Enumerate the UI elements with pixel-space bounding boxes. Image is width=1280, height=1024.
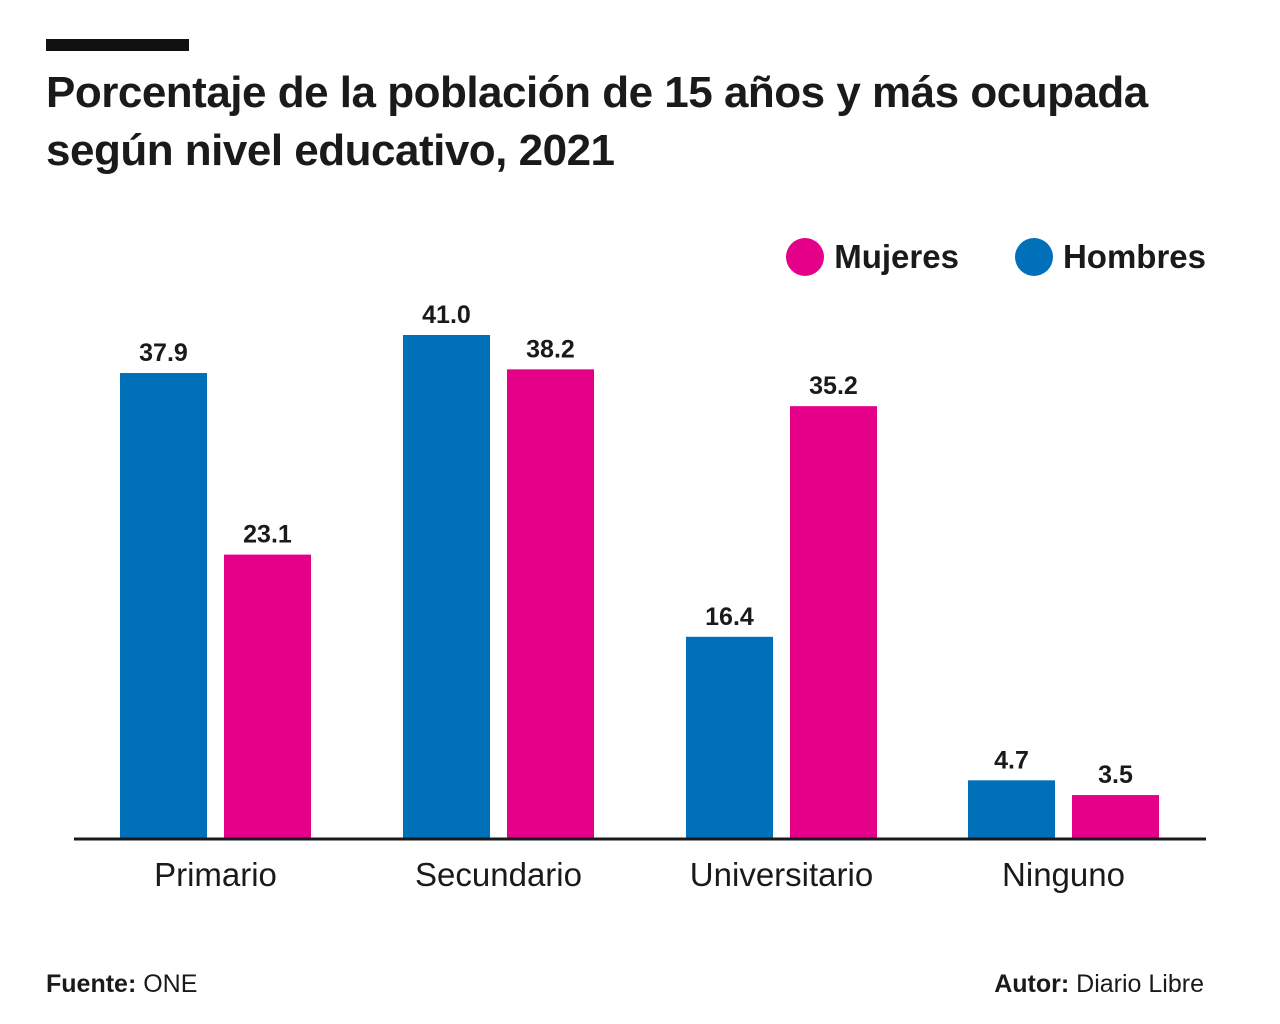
footer-source: Fuente: ONE (46, 970, 197, 999)
bar-hombres-universitario (686, 636, 773, 838)
bar-hombres-secundario (403, 335, 490, 838)
category-label-ninguno: Ninguno (1002, 856, 1125, 893)
category-label-primario: Primario (154, 856, 277, 893)
legend-item-mujeres: Mujeres (786, 238, 959, 276)
footer-author: Autor: Diario Libre (994, 970, 1204, 999)
source-value: ONE (143, 970, 198, 998)
value-label-mujeres-ninguno: 3.5 (1098, 761, 1133, 789)
author-label: Autor: (994, 970, 1070, 998)
legend: Mujeres Hombres (730, 238, 1206, 276)
legend-label-mujeres: Mujeres (834, 238, 959, 275)
value-label-mujeres-secundario: 38.2 (526, 335, 575, 363)
bar-mujeres-ninguno (1072, 795, 1159, 838)
bar-mujeres-primario (224, 554, 311, 838)
value-label-mujeres-primario: 23.1 (243, 521, 292, 549)
bar-hombres-ninguno (968, 780, 1055, 838)
bar-hombres-primario (120, 373, 207, 838)
legend-dot-hombres (1014, 238, 1053, 276)
top-rule (46, 39, 189, 51)
value-label-hombres-universitario: 16.4 (705, 603, 754, 631)
legend-dot-mujeres (786, 238, 825, 276)
value-label-mujeres-universitario: 35.2 (809, 372, 858, 400)
title-line-2: según nivel educativo, 2021 (46, 126, 615, 175)
value-label-hombres-ninguno: 4.7 (994, 746, 1029, 774)
value-label-hombres-primario: 37.9 (139, 339, 188, 367)
bar-mujeres-universitario (790, 406, 877, 838)
chart-title: Porcentaje de la población de 15 años y … (46, 64, 1236, 180)
legend-label-hombres: Hombres (1062, 238, 1206, 275)
author-value: Diario Libre (1076, 970, 1204, 998)
category-label-secundario: Secundario (415, 856, 582, 893)
legend-item-hombres: Hombres (1014, 238, 1206, 276)
value-label-hombres-secundario: 41.0 (422, 301, 471, 329)
source-label: Fuente: (46, 970, 137, 998)
category-label-universitario: Universitario (690, 856, 873, 893)
title-line-1: Porcentaje de la población de 15 años y … (46, 68, 1148, 117)
bar-mujeres-secundario (507, 369, 594, 838)
